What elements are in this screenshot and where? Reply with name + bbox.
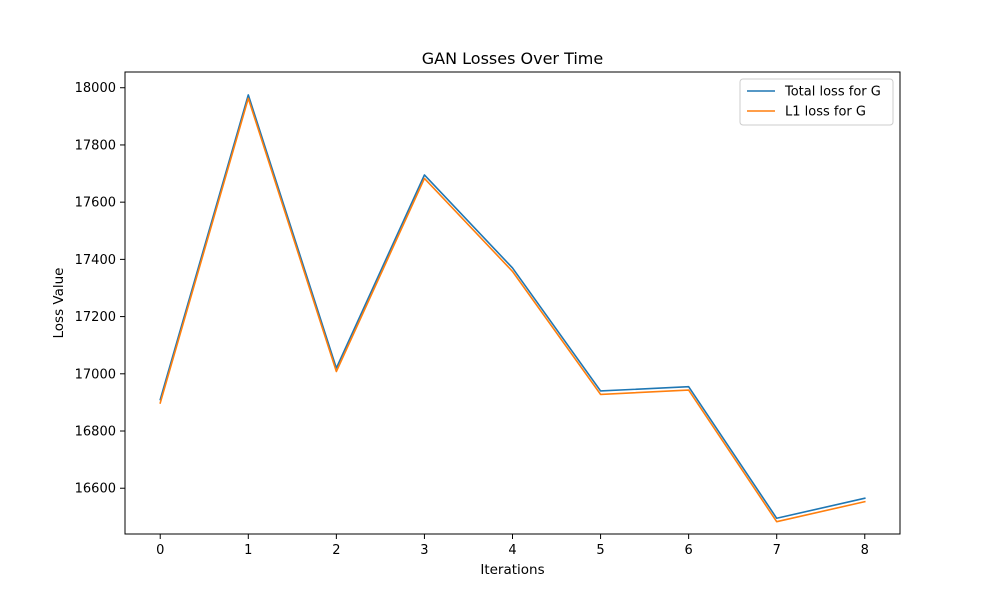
y-tick-label: 17600 [75,196,116,211]
x-tick-label: 8 [861,543,869,558]
x-axis-ticks: 0 1 2 3 4 5 6 7 8 [156,534,869,558]
y-tick-label: 17400 [75,253,116,268]
legend: Total loss for G L1 loss for G [739,78,894,126]
x-tick-label: 0 [156,543,164,558]
y-tick-label: 17800 [75,138,116,153]
x-tick-label: 3 [420,543,428,558]
y-tick-label: 17200 [75,310,116,325]
x-tick-label: 1 [244,543,252,558]
x-tick-label: 6 [684,543,692,558]
y-tick-label: 16600 [75,482,116,497]
x-tick-label: 7 [773,543,781,558]
y-tick-label: 18000 [75,81,116,96]
x-tick-label: 5 [596,543,604,558]
legend-label-l1-loss: L1 loss for G [785,105,866,120]
x-tick-label: 2 [332,543,340,558]
legend-box [739,78,894,126]
y-axis-label: Loss Value [51,268,67,339]
series-line-1 [159,97,866,523]
chart-title: GAN Losses Over Time [422,49,603,68]
x-tick-label: 4 [508,543,516,558]
legend-label-total-loss: Total loss for G [784,85,881,100]
series-line-0 [159,94,866,520]
y-tick-label: 17000 [75,367,116,382]
series-layer [159,94,866,523]
x-axis-label: Iterations [480,562,544,578]
y-tick-label: 16800 [75,425,116,440]
y-axis-ticks: 16600 16800 17000 17200 17400 17600 17800 18000 [75,81,125,497]
